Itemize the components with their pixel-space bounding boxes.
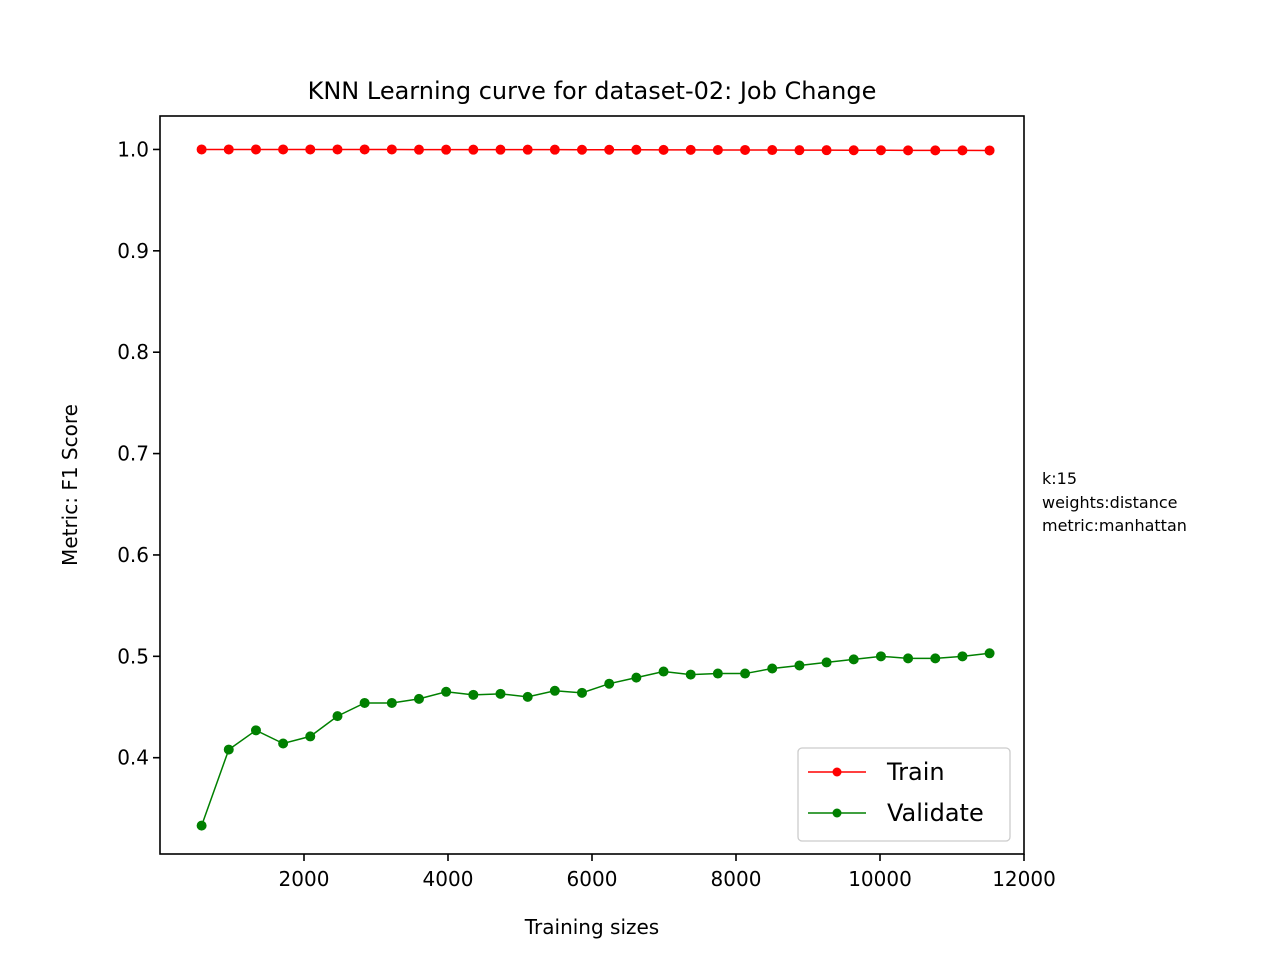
validate-point	[957, 651, 968, 662]
y-tick-label: 0.7	[117, 442, 149, 466]
hyperparameter-annotation: k:15 weights:distance metric:manhattan	[1042, 469, 1187, 535]
validate-point	[685, 669, 696, 680]
train-point	[903, 145, 914, 156]
validate-point	[250, 725, 261, 736]
train-point	[359, 144, 370, 155]
validate-point	[604, 678, 615, 689]
validate-point	[821, 657, 832, 668]
validate-point	[522, 691, 533, 702]
annotation-line-weights: weights:distance	[1042, 493, 1177, 512]
train-point	[821, 145, 832, 156]
y-tick-label: 0.8	[117, 340, 149, 364]
validate-point	[332, 711, 343, 722]
y-axis: 0.4 0.5 0.6 0.7 0.8 0.9 1.0	[117, 137, 160, 770]
y-tick-label: 0.5	[117, 644, 149, 668]
validate-point	[386, 697, 397, 708]
validate-point	[712, 668, 723, 679]
validate-point	[305, 731, 316, 742]
train-point	[468, 144, 479, 155]
y-tick-label: 0.9	[117, 239, 149, 263]
validate-point	[794, 660, 805, 671]
train-point	[549, 144, 560, 155]
train-point	[196, 144, 207, 155]
y-tick-label: 0.6	[117, 543, 149, 567]
validate-point	[903, 653, 914, 664]
validate-point	[441, 686, 452, 697]
train-point	[740, 144, 751, 155]
x-tick-label: 8000	[711, 867, 762, 891]
train-point	[957, 145, 968, 156]
train-point	[984, 145, 995, 156]
validate-point	[848, 654, 859, 665]
train-point	[604, 144, 615, 155]
validate-point	[495, 688, 506, 699]
validate-point	[278, 738, 289, 749]
train-point	[712, 144, 723, 155]
series-layer	[196, 144, 995, 831]
legend-train-marker	[832, 767, 842, 777]
annotation-line-metric: metric:manhattan	[1042, 516, 1187, 535]
validate-point	[930, 653, 941, 664]
train-point	[413, 144, 424, 155]
train-point	[631, 144, 642, 155]
train-point	[794, 145, 805, 156]
validate-point	[875, 651, 886, 662]
legend-validate-label: Validate	[887, 799, 984, 827]
validate-point	[740, 668, 751, 679]
train-point	[522, 144, 533, 155]
validate-point	[984, 648, 995, 659]
y-tick-label: 0.4	[117, 746, 149, 770]
train-point	[658, 144, 669, 155]
x-tick-label: 10000	[848, 867, 912, 891]
validate-point	[631, 672, 642, 683]
train-point	[223, 144, 234, 155]
legend: Train Validate	[797, 747, 1011, 842]
train-point	[305, 144, 316, 155]
train-point	[930, 145, 941, 156]
validate-point	[767, 663, 778, 674]
train-point	[386, 144, 397, 155]
validate-point	[549, 685, 560, 696]
legend-train-label: Train	[886, 758, 945, 786]
train-point	[685, 144, 696, 155]
legend-validate-marker	[832, 808, 842, 818]
train-point	[250, 144, 261, 155]
validate-point	[658, 666, 669, 677]
validate-point	[413, 693, 424, 704]
train-point	[576, 144, 587, 155]
x-tick-label: 4000	[423, 867, 474, 891]
validate-point	[359, 697, 370, 708]
train-point	[848, 145, 859, 156]
x-tick-label: 6000	[567, 867, 618, 891]
validate-point	[196, 820, 207, 831]
legend-entries: Train Validate	[808, 758, 984, 827]
train-point	[278, 144, 289, 155]
validate-point	[223, 744, 234, 755]
validate-point	[576, 687, 587, 698]
x-axis-label: Training sizes	[524, 915, 659, 939]
train-point	[875, 145, 886, 156]
train-point	[441, 144, 452, 155]
train-point	[332, 144, 343, 155]
y-tick-label: 1.0	[117, 137, 149, 161]
train-point	[495, 144, 506, 155]
chart-title: KNN Learning curve for dataset-02: Job C…	[308, 77, 877, 105]
train-point	[767, 145, 778, 156]
x-tick-label: 2000	[279, 867, 330, 891]
x-axis: 2000 4000 6000 8000 10000 12000	[279, 854, 1056, 891]
validate-point	[468, 689, 479, 700]
x-tick-label: 12000	[992, 867, 1056, 891]
annotation-line-k: k:15	[1042, 469, 1077, 488]
y-axis-label: Metric: F1 Score	[58, 404, 82, 566]
